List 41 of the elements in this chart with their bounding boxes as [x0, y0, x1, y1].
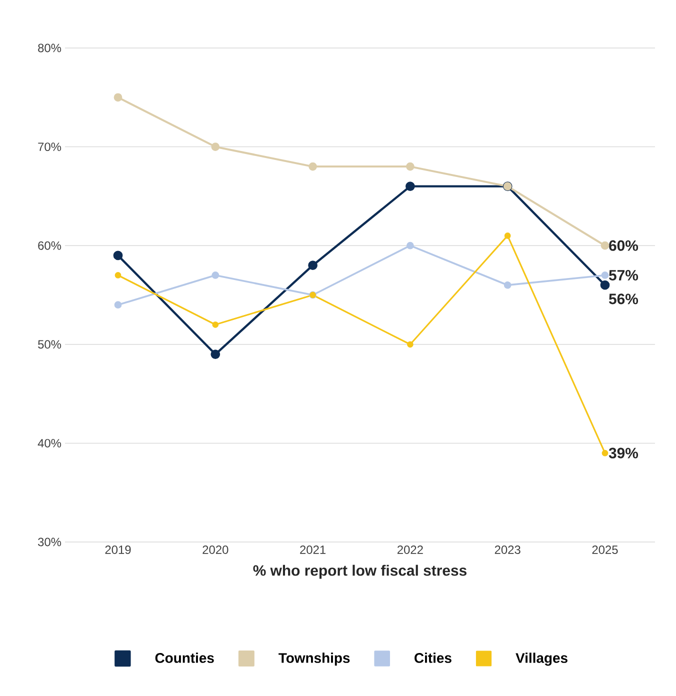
x-axis-title: % who report low fiscal stress	[253, 564, 466, 579]
point	[600, 280, 610, 290]
point	[600, 241, 610, 250]
point	[114, 272, 122, 278]
point	[406, 162, 414, 171]
point	[407, 341, 414, 348]
point	[212, 272, 220, 279]
x-tick-label: 2020	[202, 546, 228, 554]
x-tick-label: 2019	[105, 546, 131, 554]
x-tick-label: 2025	[592, 546, 618, 554]
point	[114, 301, 122, 309]
legend-label: Villages	[516, 652, 568, 666]
point	[504, 281, 512, 289]
point	[602, 450, 608, 456]
point	[504, 232, 511, 239]
data-label: 57%	[608, 270, 638, 280]
y-tick-label: 50%	[38, 340, 62, 349]
y-tick-label: 30%	[38, 538, 62, 546]
point	[406, 182, 415, 191]
point	[113, 250, 123, 260]
point	[211, 142, 220, 151]
x-tick-label: 2023	[494, 546, 520, 554]
point	[308, 260, 318, 270]
x-tick-label: 2021	[300, 546, 326, 554]
data-label: 56%	[608, 294, 638, 304]
point	[308, 162, 317, 171]
point	[212, 321, 219, 328]
y-tick-label: 40%	[38, 438, 62, 448]
data-label: 60%	[609, 240, 638, 251]
point	[601, 272, 609, 279]
y-tick-label: 60%	[38, 241, 62, 250]
point	[406, 242, 414, 250]
x-tick-label: 2022	[397, 546, 423, 554]
legend-label: Cities	[414, 652, 452, 663]
legend-label: Townships	[278, 652, 350, 666]
data-label: 39%	[608, 448, 638, 458]
y-tick-label: 80%	[38, 44, 62, 52]
point	[210, 350, 220, 359]
legend-label: Counties	[155, 652, 214, 663]
y-tick-label: 70%	[38, 142, 62, 152]
point	[114, 93, 122, 102]
